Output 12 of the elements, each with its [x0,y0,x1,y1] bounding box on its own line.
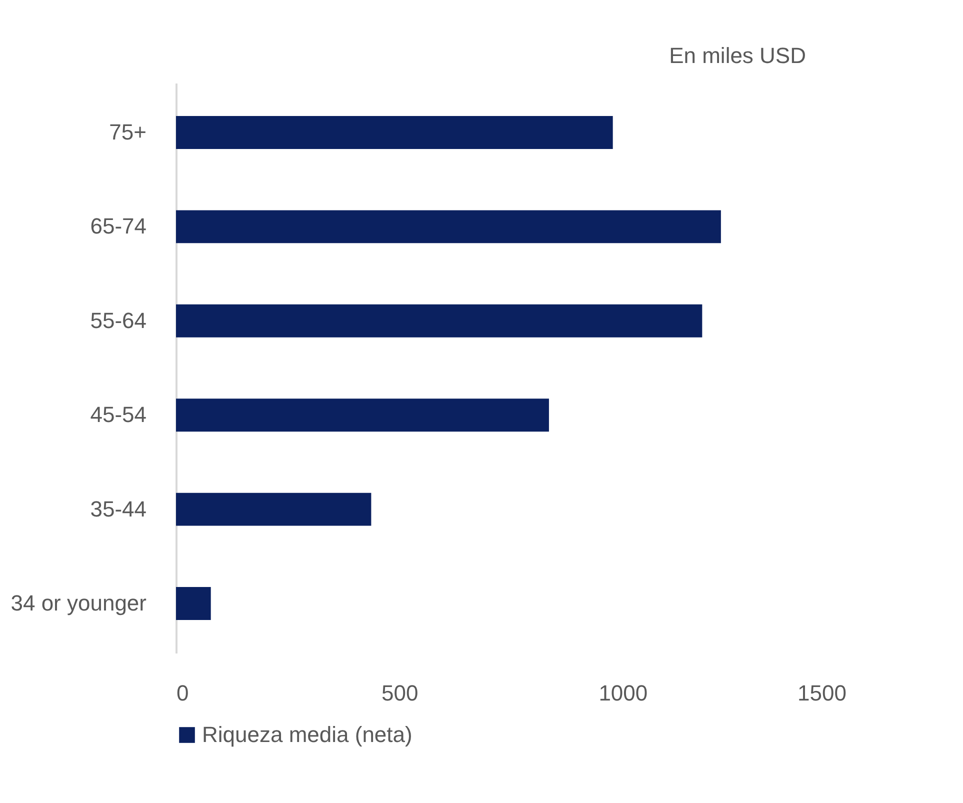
y-tick-label: 55-64 [90,308,146,333]
y-tick-label: 65-74 [90,214,146,239]
text: En miles USD [669,43,806,68]
x-tick-label: 1500 [798,680,846,706]
x-tick-label: 1000 [598,680,648,706]
legend-label: Riqueza media (neta) [202,722,412,747]
x-tick-label: 500 [381,680,418,706]
y-tick-label: 34 or younger [10,590,146,616]
x-tick-label: 0 [176,680,189,706]
y-tick-label: 35-44 [90,496,146,522]
y-tick-label: 45-54 [90,402,146,428]
y-tick-label: 75+ [109,119,146,144]
